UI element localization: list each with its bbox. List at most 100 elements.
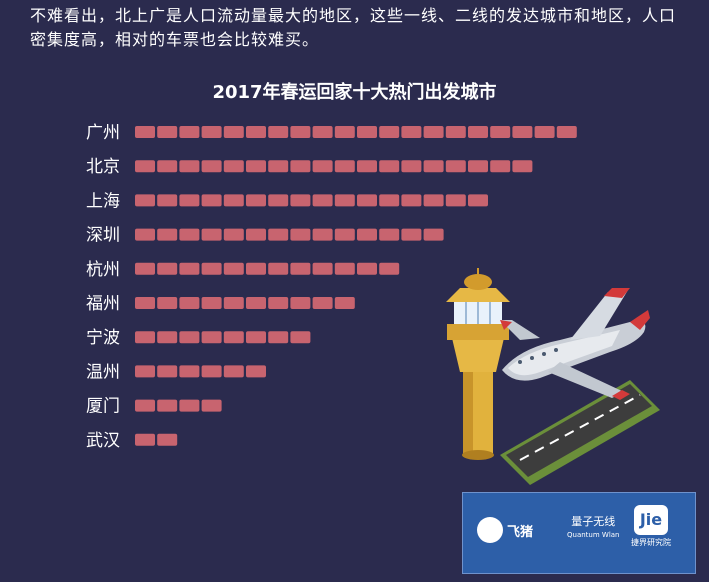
- bar-segment: [357, 262, 377, 275]
- bar-segment: [334, 126, 355, 138]
- bar-segment: [312, 297, 333, 309]
- bar-segment: [512, 160, 533, 173]
- quantum-sublabel: Quantum Wlan: [567, 531, 620, 539]
- category-label: 上海: [86, 191, 120, 211]
- bar-segment: [423, 194, 444, 207]
- bar-segment: [379, 160, 400, 173]
- bar-segment: [223, 297, 244, 309]
- bar-segment: [135, 228, 155, 241]
- bar-segment: [201, 228, 222, 241]
- bar-segment: [201, 126, 222, 138]
- bar-segment: [468, 194, 488, 207]
- bar-segment: [268, 331, 289, 344]
- bar-segment: [246, 194, 266, 207]
- bar-segment: [135, 126, 155, 138]
- bar-segment: [379, 262, 400, 275]
- bar-segment: [157, 365, 178, 378]
- jie-mark: Jie: [634, 505, 668, 535]
- bar-segment: [223, 331, 244, 344]
- bar-segment: [179, 331, 200, 344]
- bar-segment: [223, 262, 244, 275]
- chart-title: 2017年春运回家十大热门出发城市: [212, 82, 497, 103]
- bar-segment: [246, 297, 266, 309]
- category-label: 深圳: [86, 226, 120, 246]
- feizhu-icon: [477, 517, 503, 543]
- bar-segment: [246, 365, 266, 378]
- bar-segment: [157, 126, 178, 138]
- bar-segment: [401, 228, 422, 241]
- bar-segment: [290, 126, 311, 138]
- control-tower-icon: [446, 268, 510, 460]
- bar-segment: [157, 194, 178, 207]
- bar-segment: [490, 126, 511, 138]
- bar-segment: [357, 228, 377, 241]
- airport-illustration: [446, 268, 660, 485]
- bar-segment: [157, 228, 178, 241]
- sponsor-logo-panel: 飞猪 量子无线 Quantum Wlan Jie 捷界研究院: [462, 492, 696, 574]
- bar-segment: [556, 126, 577, 138]
- bar-segment: [445, 160, 466, 173]
- quantum-logo: 量子无线 Quantum Wlan: [567, 513, 620, 539]
- feizhu-label: 飞猪: [507, 524, 534, 540]
- bar-segment: [223, 160, 244, 173]
- category-label: 杭州: [86, 260, 120, 280]
- bar-segment: [179, 126, 200, 138]
- bar-segment: [179, 365, 200, 378]
- bar-segment: [179, 262, 200, 275]
- bar-segment: [312, 262, 333, 275]
- bar-segment: [135, 297, 155, 309]
- airplane-icon: [500, 288, 650, 400]
- category-label: 福州: [86, 294, 120, 314]
- bar-segment: [223, 126, 244, 138]
- bar-segment: [357, 194, 377, 207]
- category-label: 北京: [86, 157, 120, 177]
- bar-segment: [312, 194, 333, 207]
- bar-segment: [179, 228, 200, 241]
- bar-segment: [246, 160, 266, 173]
- intro-paragraph: 不难看出，北上广是人口流动量最大的地区，这些一线、二线的发达城市和地区，人口密集…: [30, 6, 677, 49]
- category-label: 广州: [86, 123, 120, 143]
- bar-segment: [312, 228, 333, 241]
- bar-segment: [157, 297, 178, 309]
- bar-segment: [246, 126, 266, 138]
- bar-segment: [201, 194, 222, 207]
- bar-segment: [379, 228, 400, 241]
- bar-segment: [179, 160, 200, 173]
- bar-segment: [268, 297, 289, 309]
- bar-segment: [201, 331, 222, 344]
- bar-segment: [534, 126, 555, 138]
- bar-segment: [401, 160, 422, 173]
- bar-segment: [290, 331, 311, 344]
- bar-segment: [268, 160, 289, 173]
- bar-segment: [334, 297, 355, 309]
- bar-segment: [201, 262, 222, 275]
- bar-segment: [401, 126, 422, 138]
- bar-segment: [334, 228, 355, 241]
- jie-sublabel: 捷界研究院: [631, 538, 671, 547]
- bar-segment: [135, 365, 155, 378]
- bar-segment: [357, 126, 377, 138]
- bar-segment: [201, 365, 222, 378]
- bar-segment: [135, 262, 155, 275]
- bar-segment: [312, 126, 333, 138]
- bar-segment: [334, 160, 355, 173]
- bar-segment: [201, 399, 222, 412]
- bar-segment: [179, 399, 200, 412]
- bar-segment: [135, 433, 155, 446]
- bar-segment: [423, 228, 444, 241]
- bar-segment: [290, 228, 311, 241]
- bar-segment: [157, 433, 178, 446]
- bar-segment: [179, 297, 200, 309]
- bar-segment: [290, 194, 311, 207]
- bar-segment: [223, 228, 244, 241]
- bar-segment: [179, 194, 200, 207]
- bar-segment: [401, 194, 422, 207]
- quantum-label: 量子无线: [571, 515, 616, 528]
- bar-segment: [468, 126, 488, 138]
- bar-segment: [201, 160, 222, 173]
- bar-segment: [268, 228, 289, 241]
- bar-segment: [135, 331, 155, 344]
- bar-segment: [312, 160, 333, 173]
